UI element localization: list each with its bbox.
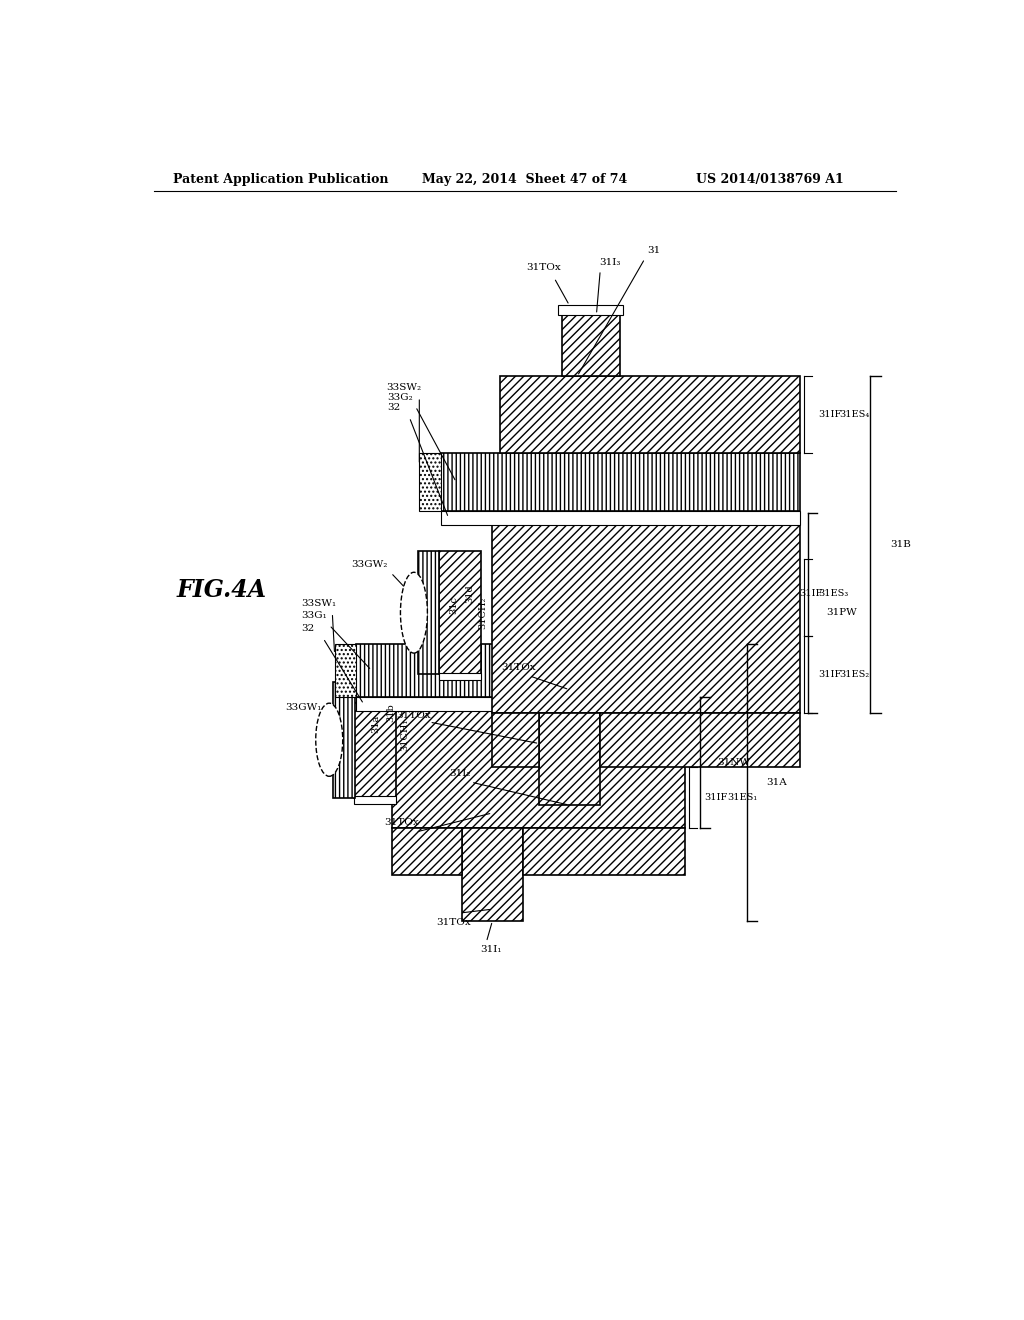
Text: 31TOx: 31TOx: [384, 818, 419, 828]
Bar: [392, 829, 462, 875]
Text: 31I₁: 31I₁: [480, 945, 502, 954]
Text: 33GW₂: 33GW₂: [351, 560, 387, 569]
Text: 33G₂: 33G₂: [387, 392, 413, 401]
Text: May 22, 2014  Sheet 47 of 74: May 22, 2014 Sheet 47 of 74: [422, 173, 628, 186]
Text: 31ES₄: 31ES₄: [839, 411, 869, 420]
Text: 33G₁: 33G₁: [301, 611, 327, 620]
Bar: [493, 512, 801, 713]
Text: 31TOx: 31TOx: [502, 663, 536, 672]
Text: 31IF: 31IF: [799, 589, 822, 598]
Text: 31NW: 31NW: [717, 759, 751, 767]
Bar: [523, 829, 685, 875]
Bar: [462, 829, 523, 921]
Bar: [493, 713, 539, 767]
Bar: [558, 305, 624, 314]
Text: 31ES₃: 31ES₃: [818, 589, 849, 598]
Bar: [356, 697, 685, 711]
Text: 31PW: 31PW: [826, 609, 857, 618]
Text: 33SW₂: 33SW₂: [386, 383, 422, 392]
Text: 31IF: 31IF: [818, 669, 842, 678]
Bar: [438, 552, 481, 675]
Text: 31IF: 31IF: [705, 793, 728, 803]
Text: 31ES₂: 31ES₂: [839, 669, 869, 678]
Text: 31TOx: 31TOx: [526, 263, 561, 272]
Text: 31a: 31a: [371, 715, 380, 734]
Text: 31TOx: 31TOx: [436, 917, 471, 927]
Bar: [333, 682, 354, 797]
Text: 32: 32: [387, 404, 400, 412]
Text: 33SW₁: 33SW₁: [302, 599, 337, 609]
Text: 33GW₁: 33GW₁: [286, 704, 322, 711]
Text: 31A: 31A: [767, 777, 787, 787]
Text: 31b: 31b: [386, 704, 395, 722]
Text: 31: 31: [647, 247, 660, 255]
Bar: [354, 682, 396, 797]
Bar: [441, 453, 801, 511]
Text: 31B: 31B: [890, 540, 910, 549]
Text: 31TOx: 31TOx: [396, 710, 431, 719]
Text: 31CH₂: 31CH₂: [479, 597, 487, 628]
Bar: [354, 796, 396, 804]
Text: Patent Application Publication: Patent Application Publication: [173, 173, 388, 186]
Text: US 2014/0138769 A1: US 2014/0138769 A1: [695, 173, 844, 186]
Bar: [500, 376, 801, 453]
Bar: [356, 644, 685, 697]
Text: 31CH₁: 31CH₁: [400, 718, 410, 751]
Bar: [600, 713, 801, 767]
Text: 31I₂: 31I₂: [450, 770, 471, 777]
Bar: [441, 511, 801, 525]
Text: 31I₃: 31I₃: [599, 257, 621, 267]
Bar: [335, 644, 356, 697]
Text: 31d: 31d: [465, 583, 474, 603]
Text: 31IF: 31IF: [818, 411, 842, 420]
Bar: [418, 552, 439, 675]
Bar: [438, 673, 481, 681]
Text: 31c: 31c: [450, 597, 459, 614]
Bar: [539, 713, 600, 805]
Text: 31ES₁: 31ES₁: [727, 793, 758, 803]
Bar: [419, 453, 441, 511]
Bar: [562, 314, 620, 376]
Bar: [392, 697, 685, 829]
Ellipse shape: [400, 573, 427, 653]
Text: FIG.4A: FIG.4A: [176, 578, 266, 602]
Ellipse shape: [315, 704, 343, 776]
Text: 32: 32: [301, 624, 314, 634]
